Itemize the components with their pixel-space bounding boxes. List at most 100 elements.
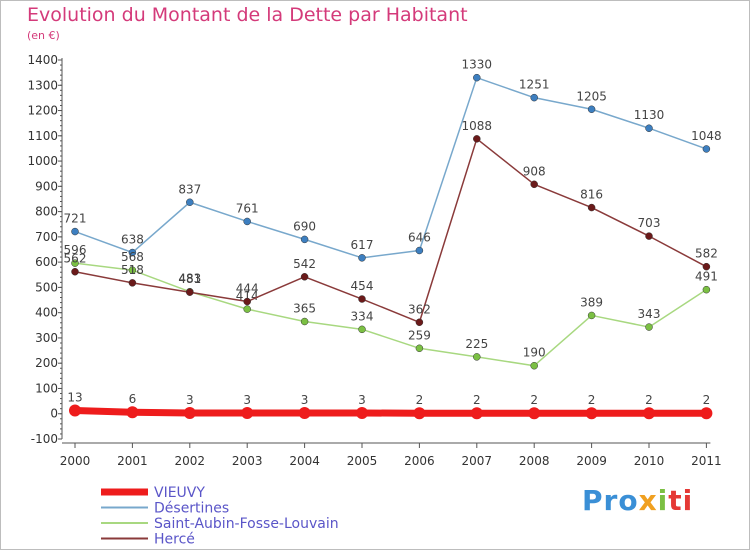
series-point: [241, 406, 254, 419]
data-label: 2: [473, 393, 481, 407]
data-label: 2: [588, 393, 596, 407]
series-point: [530, 180, 538, 189]
y-tick-label: 400: [35, 306, 58, 320]
data-label: 365: [293, 302, 316, 316]
data-label: 582: [695, 247, 718, 261]
series-point: [243, 297, 251, 306]
data-label: 761: [236, 201, 259, 215]
series-point: [415, 246, 424, 255]
series-point: [470, 407, 483, 420]
series-point: [587, 311, 596, 320]
series-point: [243, 217, 251, 226]
y-tick-label: -100: [31, 432, 58, 446]
chart-title: Evolution du Montant de la Dette par Hab…: [27, 4, 468, 26]
data-label: 1330: [462, 58, 493, 72]
series-point: [243, 305, 251, 313]
series-point: [415, 344, 424, 353]
series-line: [74, 262, 708, 367]
legend-label: Désertines: [154, 501, 229, 517]
data-label: 1251: [519, 78, 550, 92]
series-point: [358, 295, 366, 303]
x-tick-label: 2007: [462, 454, 493, 468]
series-point: [645, 124, 653, 132]
y-tick-label: 0: [50, 407, 58, 421]
series-point: [356, 406, 368, 419]
data-label: 837: [178, 182, 201, 196]
logo-part: x: [638, 484, 658, 517]
data-label: 2: [416, 393, 424, 407]
series-point: [358, 325, 366, 334]
series-point: [585, 407, 598, 420]
data-label: 483: [178, 272, 201, 286]
data-label: 2: [530, 393, 538, 407]
data-label: 3: [186, 393, 194, 407]
series-point: [300, 273, 309, 281]
data-label: 542: [293, 257, 316, 271]
x-tick-label: 2002: [175, 454, 206, 468]
series-point: [645, 232, 653, 240]
data-label: 562: [64, 252, 87, 266]
series-point: [300, 317, 309, 326]
series-point: [587, 105, 596, 114]
data-label: 908: [523, 164, 546, 178]
y-tick-label: 1300: [27, 78, 58, 92]
data-label: 444: [236, 282, 259, 296]
y-tick-label: 100: [35, 381, 58, 395]
data-label: 491: [695, 270, 718, 284]
y-tick-label: 600: [35, 255, 58, 269]
series-point: [643, 407, 655, 420]
series-point: [700, 407, 713, 420]
y-tick-label: 900: [35, 179, 58, 193]
x-tick-label: 2011: [691, 454, 722, 468]
proxiti-logo: Proxiti: [582, 484, 693, 517]
series-point: [473, 73, 481, 82]
data-label: 3: [358, 393, 366, 407]
x-tick-label: 2006: [404, 454, 435, 468]
legend-label: VIEUVY: [154, 485, 205, 501]
series-point: [186, 288, 194, 296]
series-point: [415, 318, 424, 327]
data-label: 690: [293, 219, 316, 233]
x-tick-label: 2005: [347, 454, 378, 468]
data-label: 6: [129, 392, 137, 406]
data-label: 617: [351, 238, 374, 252]
x-tick-label: 2003: [232, 454, 263, 468]
data-label: 225: [465, 337, 488, 351]
x-tick-label: 2008: [519, 454, 550, 468]
data-label: 190: [523, 346, 546, 360]
x-tick-label: 2004: [289, 454, 320, 468]
y-tick-label: 1100: [27, 129, 58, 143]
series-point: [587, 203, 596, 212]
series-line: [74, 76, 708, 259]
series-line: [74, 138, 708, 324]
data-label: 568: [121, 250, 144, 264]
data-label: 1088: [462, 119, 493, 133]
data-label: 259: [408, 328, 431, 342]
legend-label: Saint-Aubin-Fosse-Louvain: [154, 516, 339, 532]
data-label: 2: [703, 393, 711, 407]
logo-part: Pro: [582, 484, 639, 517]
data-label: 389: [580, 295, 603, 309]
data-label: 721: [64, 212, 87, 226]
y-tick-label: 700: [35, 230, 58, 244]
chart-subtitle: (en €): [27, 29, 60, 42]
data-label: 2: [645, 393, 653, 407]
data-label: 1130: [634, 108, 665, 122]
series-point: [528, 407, 541, 420]
logo-part: i: [657, 484, 669, 517]
series-point: [128, 279, 137, 287]
data-label: 596: [64, 243, 87, 257]
series-point: [473, 353, 481, 361]
series-point: [71, 259, 79, 267]
y-tick-label: 200: [35, 356, 58, 370]
series-point: [702, 285, 711, 294]
y-tick-label: 1000: [27, 154, 58, 168]
data-label: 1205: [576, 89, 607, 103]
y-tick-label: 500: [35, 280, 58, 294]
data-label: 3: [243, 393, 251, 407]
y-tick-label: 800: [35, 205, 58, 219]
data-label: 1048: [691, 129, 722, 143]
data-label: 362: [408, 302, 431, 316]
